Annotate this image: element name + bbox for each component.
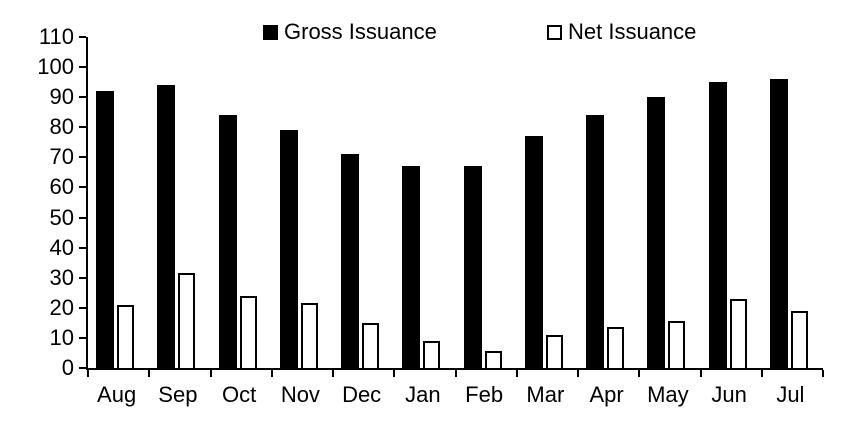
x-axis-label-feb: Feb (465, 382, 504, 407)
x-axis-label-mar: Mar (526, 382, 565, 407)
x-axis-tick (822, 370, 824, 377)
bar-net-issuance-jan (423, 340, 441, 368)
x-axis-tick (209, 370, 212, 377)
bar-net-issuance-feb (484, 351, 502, 368)
y-axis-label-60: 60 (49, 174, 74, 200)
y-axis-label-50: 50 (49, 204, 74, 230)
bar-net-issuance-aug (117, 304, 134, 368)
bar-net-issuance-dec (362, 322, 379, 368)
y-axis-label-30: 30 (49, 264, 74, 290)
net-issuance-swatch-icon (547, 24, 562, 40)
x-axis-label-sep: Sep (158, 382, 198, 407)
y-axis-tick (79, 216, 86, 219)
x-axis-label-may: May (647, 382, 689, 407)
bar-net-issuance-sep (178, 273, 196, 368)
bar-gross-issuance-mar (524, 136, 543, 368)
y-axis-label-90: 90 (49, 84, 74, 110)
bar-gross-issuance-jul (769, 79, 788, 368)
x-axis-tick (515, 370, 518, 377)
y-axis-label-70: 70 (49, 144, 74, 170)
bar-gross-issuance-feb (463, 166, 482, 368)
bar-gross-issuance-jan (402, 166, 421, 368)
legend-item-gross: Gross Issuance (263, 20, 437, 44)
x-axis-label-aug: Aug (97, 382, 137, 407)
x-axis-label-jun: Jun (711, 382, 747, 407)
x-axis-label-dec: Dec (342, 382, 382, 407)
y-axis-tick (79, 306, 86, 309)
legend-label-net: Net Issuance (568, 19, 697, 44)
y-axis-tick (79, 246, 86, 249)
bar-net-issuance-nov (300, 303, 318, 368)
x-axis-tick (699, 370, 702, 377)
y-axis-tick (79, 96, 86, 99)
y-axis-label-110: 110 (38, 24, 74, 49)
x-axis-tick (454, 370, 457, 377)
y-axis-tick (79, 186, 86, 189)
bar-net-issuance-apr (607, 327, 624, 368)
x-axis-tick (270, 370, 273, 377)
x-axis-tick (577, 370, 579, 377)
bar-gross-issuance-apr (586, 115, 604, 368)
x-axis-tick (638, 370, 641, 377)
bar-gross-issuance-jun (708, 82, 727, 368)
x-axis-label-apr: Apr (589, 382, 624, 407)
x-axis-tick (148, 370, 151, 377)
x-axis-label-nov: Nov (280, 382, 320, 407)
y-axis-label-0: 0 (61, 355, 74, 380)
bar-net-issuance-may (668, 321, 686, 368)
plot-area (79, 36, 824, 377)
bar-net-issuance-mar (545, 334, 563, 368)
x-axis-label-oct: Oct (222, 382, 257, 407)
bar-gross-issuance-oct (218, 115, 237, 368)
bar-gross-issuance-dec (341, 154, 359, 368)
y-axis-label-20: 20 (49, 294, 74, 320)
x-axis-tick (87, 370, 89, 377)
bar-net-issuance-oct (239, 295, 257, 368)
y-axis-label-80: 80 (49, 114, 74, 140)
y-axis-tick (79, 156, 86, 159)
legend-item-net: Net Issuance (547, 20, 696, 44)
x-axis-tick (760, 370, 763, 377)
bar-net-issuance-jun (729, 298, 747, 368)
x-axis-label-jul: Jul (776, 382, 805, 407)
bar-gross-issuance-nov (279, 130, 298, 368)
bar-gross-issuance-may (647, 97, 666, 368)
y-axis-label-40: 40 (49, 234, 74, 260)
y-axis-tick (79, 126, 86, 129)
y-axis-tick (79, 66, 86, 69)
y-axis-label-10: 10 (49, 324, 74, 350)
bar-gross-issuance-sep (157, 85, 176, 368)
y-axis-label-100: 100 (37, 54, 74, 80)
y-axis-tick (79, 367, 86, 369)
y-axis-tick (79, 336, 86, 339)
x-axis-tick (393, 370, 396, 377)
gross-issuance-swatch-icon (263, 24, 278, 40)
x-axis-tick (332, 370, 334, 377)
bar-gross-issuance-aug (96, 91, 114, 368)
bar-net-issuance-jul (790, 310, 808, 368)
x-axis-label-jan: Jan (405, 382, 441, 407)
y-axis-tick (79, 276, 86, 279)
y-axis-tick (79, 36, 86, 38)
legend-label-gross: Gross Issuance (284, 19, 437, 44)
